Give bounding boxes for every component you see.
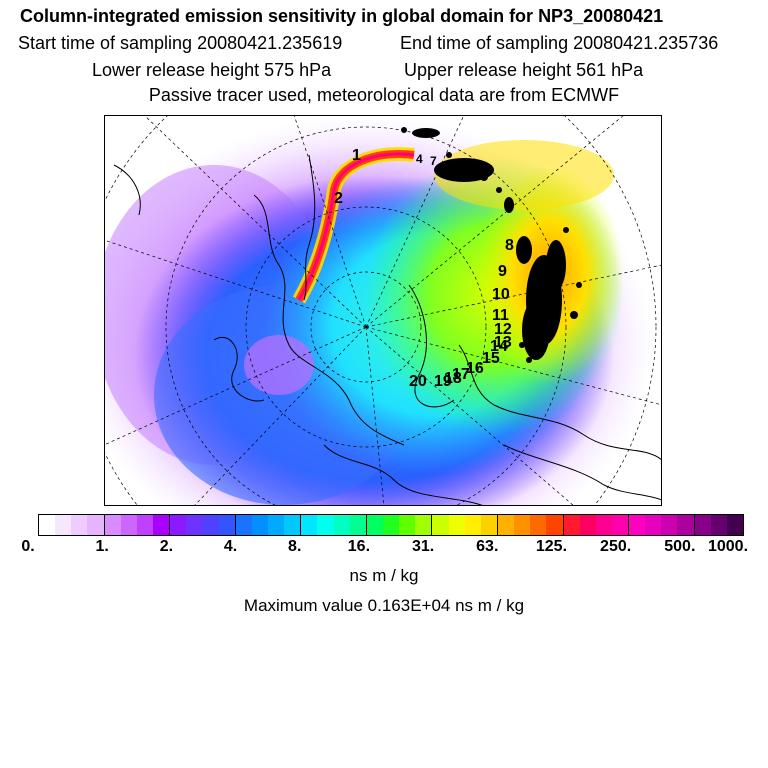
colorbar-segment xyxy=(301,515,318,535)
colorbar-tick-label: 0. xyxy=(21,538,35,555)
maximum-value: Maximum value 0.163E+04 ns m / kg xyxy=(243,596,525,615)
colorbar-segment xyxy=(152,515,171,535)
colorbar-segment xyxy=(87,515,105,535)
colorbar-segment xyxy=(514,515,531,535)
colorbar-segment xyxy=(661,515,678,535)
colorbar-segment xyxy=(120,515,137,535)
colorbar-tick-label: 1000. xyxy=(707,538,749,555)
colorbar-segment xyxy=(677,515,695,535)
colorbar-segment xyxy=(317,515,334,535)
colorbar-segment xyxy=(563,515,580,535)
track-label: 14 xyxy=(490,338,508,355)
track-label: 13 xyxy=(494,334,512,351)
colorbar-tick-label: 4. xyxy=(223,538,238,555)
colorbar-segment xyxy=(251,515,268,535)
upper-release-label: Upper release height 561 hPa xyxy=(404,60,644,80)
tracer-note: Passive tracer used, meteorological data… xyxy=(148,85,620,105)
track-label: 10 xyxy=(492,286,510,303)
track-label: 12 xyxy=(494,321,512,338)
colorbar-segment xyxy=(39,515,56,535)
colorbar-tick-label: 8. xyxy=(288,538,302,555)
track-label: 20 xyxy=(409,373,427,390)
colorbar-tick-label: 31. xyxy=(411,538,435,555)
colorbar-segment xyxy=(448,515,465,535)
colorbar-segment xyxy=(726,515,744,535)
colorbar-segment xyxy=(284,515,302,535)
colorbar-segment xyxy=(136,515,153,535)
colorbar-segment xyxy=(170,515,187,535)
colorbar-tick-label: 500. xyxy=(664,538,696,555)
track-label: 9 xyxy=(498,263,507,280)
colorbar-tick-label: 250. xyxy=(600,538,632,555)
track-label: 19 xyxy=(434,373,452,390)
colorbar-segment xyxy=(629,515,646,535)
colorbar-segment xyxy=(432,515,449,535)
colorbar-segment xyxy=(71,515,88,535)
plot-title: Column-integrated emission sensitivity i… xyxy=(20,6,664,26)
colorbar-segment xyxy=(595,515,612,535)
colorbar-segment xyxy=(579,515,596,535)
colorbar-tick-label: 125. xyxy=(535,538,568,555)
colorbar-segment xyxy=(480,515,498,535)
colorbar-tick-label: 16. xyxy=(347,538,371,555)
track-label: 7 xyxy=(430,154,437,168)
end-time-label: End time of sampling 20080421.235736 xyxy=(400,33,719,53)
flight-track-labels: 1 2 3 4 7 8 9 10 11 12 13 14 15 16 17 18… xyxy=(334,147,514,390)
colorbar-segment xyxy=(349,515,367,535)
colorbar-tick-label: 2. xyxy=(159,538,174,555)
colorbar-segment xyxy=(546,515,564,535)
colorbar-segment xyxy=(399,515,416,535)
track-label: 8 xyxy=(505,237,514,254)
colorbar-segment xyxy=(267,515,285,535)
emission-sensitivity-map: 1 2 3 4 7 8 9 10 11 12 13 14 15 16 17 18… xyxy=(104,115,662,506)
colorbar-segment xyxy=(202,515,219,535)
track-label: 18 xyxy=(444,370,462,387)
lower-release-label: Lower release height 575 hPa xyxy=(92,60,332,80)
colorbar-units: ns m / kg xyxy=(349,566,419,585)
colorbar-tick-label: 1. xyxy=(95,538,109,555)
colorbar-segment xyxy=(333,515,350,535)
track-label: 11 xyxy=(492,307,509,324)
colorbar-segment xyxy=(55,515,72,535)
colorbar xyxy=(38,514,744,536)
colorbar-segment xyxy=(235,515,252,535)
track-label: 16 xyxy=(466,360,484,377)
track-label: 2 xyxy=(334,190,343,207)
track-label: 15 xyxy=(482,350,500,367)
colorbar-segment xyxy=(464,515,481,535)
colorbar-segment xyxy=(497,515,515,535)
track-label: 17 xyxy=(452,366,470,383)
colorbar-segment xyxy=(186,515,203,535)
colorbar-tick-label: 63. xyxy=(476,538,499,555)
colorbar-segment xyxy=(530,515,547,535)
colorbar-segment xyxy=(415,515,433,535)
colorbar-segment xyxy=(104,515,121,535)
track-label: 1 xyxy=(352,147,361,164)
track-label: 4 xyxy=(416,152,423,166)
colorbar-segment xyxy=(710,515,727,535)
colorbar-segment xyxy=(382,515,400,535)
colorbar-segment xyxy=(218,515,236,535)
colorbar-segment xyxy=(694,515,711,535)
colorbar-tick-labels: 0. 1. 2. 4. 8. 16. 31. 63. 125. 250. 500. 1000. xyxy=(0,538,768,558)
colorbar-segment xyxy=(611,515,630,535)
colorbar-segment xyxy=(366,515,383,535)
start-time-label: Start time of sampling 20080421.235619 xyxy=(18,33,343,53)
colorbar-segment xyxy=(645,515,662,535)
